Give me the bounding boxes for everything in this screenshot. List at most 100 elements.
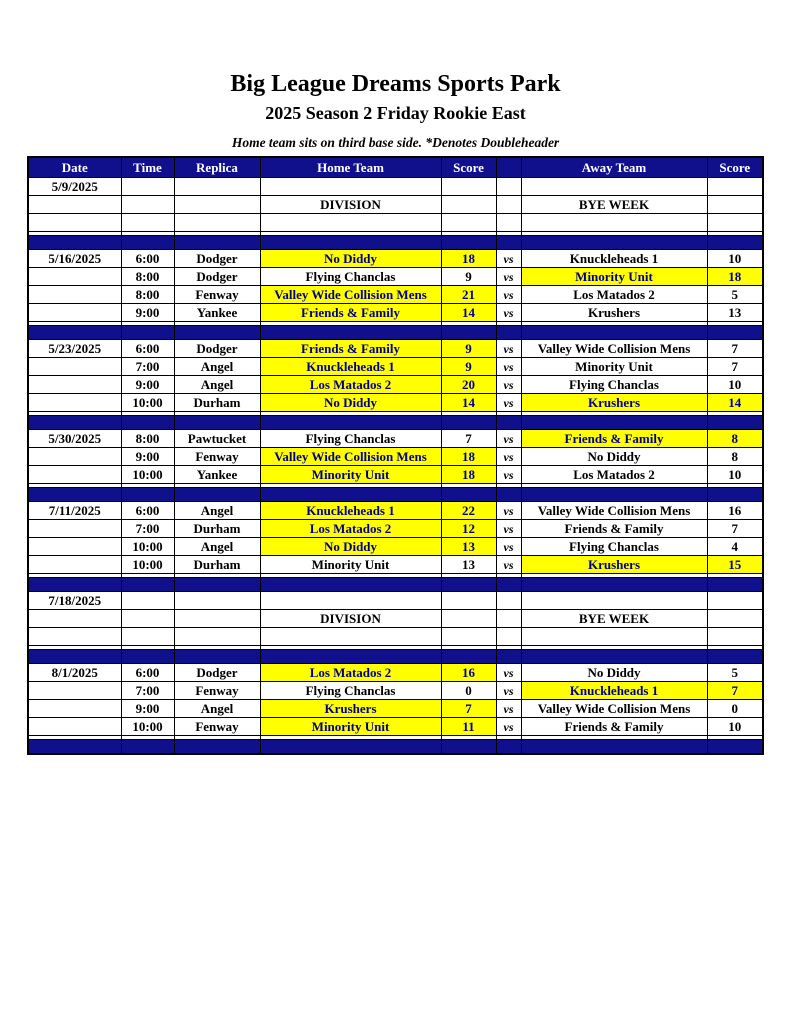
vs-label	[495, 195, 522, 214]
cell-home-score: 14	[440, 393, 497, 412]
cell-home-score: 9	[440, 357, 497, 376]
cell-time	[120, 177, 175, 196]
cell-date	[27, 555, 122, 574]
table-row: 7:00 Fenway Flying Chanclas 0 vs Knuckleheads…	[27, 681, 764, 700]
vs-label: vs	[495, 465, 522, 484]
cell-date	[27, 267, 122, 286]
cell-date	[27, 519, 122, 538]
cell-home-score	[440, 577, 497, 592]
cell-home-team: Friends & Family	[259, 339, 442, 358]
page-title: Big League Dreams Sports Park	[230, 71, 561, 97]
schedule-body: 5/9/2025 DIVISION BYE WEEK 5/16/2025 6:00 Dod…	[27, 177, 764, 755]
cell-date	[27, 649, 122, 664]
cell-away-team	[520, 487, 708, 502]
table-row: 9:00 Yankee Friends & Family 14 vs Krushers 13	[27, 303, 764, 322]
vs-label: vs	[495, 501, 522, 520]
cell-away-score: 4	[706, 537, 764, 556]
cell-home-team: Friends & Family	[259, 303, 442, 322]
vs-label	[495, 213, 522, 232]
cell-home-score: 9	[440, 339, 497, 358]
schedule-table: Date Time Replica Home Team Score Away T…	[27, 156, 764, 755]
cell-date	[27, 213, 122, 232]
cell-date	[27, 303, 122, 322]
cell-home-team: No Diddy	[259, 249, 442, 268]
table-row: 8:00 Fenway Valley Wide Collision Mens 21 vs…	[27, 285, 764, 304]
cell-time: 9:00	[120, 447, 175, 466]
cell-away-team: Valley Wide Collision Mens	[520, 699, 708, 718]
cell-home-score	[440, 487, 497, 502]
cell-date	[27, 325, 122, 340]
cell-replica	[173, 415, 261, 430]
cell-date	[27, 285, 122, 304]
vs-label: vs	[495, 285, 522, 304]
cell-away-score	[706, 213, 764, 232]
cell-away-score	[706, 627, 764, 646]
cell-away-score	[706, 195, 764, 214]
table-header-row: Date Time Replica Home Team Score Away T…	[27, 156, 764, 178]
cell-away-team: Friends & Family	[520, 519, 708, 538]
vs-label: vs	[495, 429, 522, 448]
cell-home-score	[440, 325, 497, 340]
cell-away-score	[706, 735, 764, 740]
vs-label: vs	[495, 555, 522, 574]
cell-away-score: 14	[706, 393, 764, 412]
cell-home-team: Los Matados 2	[259, 663, 442, 682]
cell-away-team: Krushers	[520, 393, 708, 412]
cell-replica: Dodger	[173, 249, 261, 268]
cell-time	[120, 415, 175, 430]
cell-home-team: DIVISION	[259, 195, 442, 214]
cell-away-score: 10	[706, 375, 764, 394]
cell-date	[27, 577, 122, 592]
cell-replica: Yankee	[173, 303, 261, 322]
cell-date	[27, 447, 122, 466]
table-row: 10:00 Durham Minority Unit 13 vs Krushers 15	[27, 555, 764, 574]
vs-label	[495, 487, 522, 502]
cell-home-score	[440, 739, 497, 755]
cell-time: 7:00	[120, 357, 175, 376]
cell-home-team: Krushers	[259, 699, 442, 718]
vs-label: vs	[495, 393, 522, 412]
vs-label: vs	[495, 717, 522, 736]
vs-label	[495, 415, 522, 430]
cell-home-team: No Diddy	[259, 393, 442, 412]
cell-away-score: 0	[706, 699, 764, 718]
cell-home-score: 11	[440, 717, 497, 736]
col-header-away-team: Away Team	[520, 156, 708, 178]
cell-time: 9:00	[120, 699, 175, 718]
cell-away-team: Knuckleheads 1	[520, 249, 708, 268]
cell-home-team	[259, 213, 442, 232]
cell-away-team	[520, 177, 708, 196]
cell-replica	[173, 195, 261, 214]
cell-time	[120, 627, 175, 646]
cell-away-score: 10	[706, 717, 764, 736]
vs-label: vs	[495, 375, 522, 394]
cell-home-score: 18	[440, 447, 497, 466]
col-header-date: Date	[27, 156, 122, 178]
table-row-sep	[27, 325, 764, 340]
table-row: 8:00 Dodger Flying Chanclas 9 vs Minority Uni…	[27, 267, 764, 286]
cell-replica	[173, 325, 261, 340]
cell-home-score: 0	[440, 681, 497, 700]
cell-replica: Angel	[173, 699, 261, 718]
cell-away-score	[706, 325, 764, 340]
table-row-spacer	[27, 735, 764, 740]
cell-time: 6:00	[120, 249, 175, 268]
cell-time	[120, 213, 175, 232]
table-row: 9:00 Fenway Valley Wide Collision Mens 18 vs…	[27, 447, 764, 466]
table-row-sep	[27, 415, 764, 430]
cell-home-team: DIVISION	[259, 609, 442, 628]
cell-time	[120, 649, 175, 664]
cell-away-score: 13	[706, 303, 764, 322]
cell-away-score	[706, 487, 764, 502]
vs-label: vs	[495, 519, 522, 538]
cell-time: 7:00	[120, 681, 175, 700]
cell-away-score	[706, 591, 764, 610]
cell-away-team	[520, 627, 708, 646]
cell-home-score: 9	[440, 267, 497, 286]
table-row: 10:00 Fenway Minority Unit 11 vs Friends & Fa…	[27, 717, 764, 736]
cell-home-score	[440, 627, 497, 646]
cell-date	[27, 415, 122, 430]
cell-away-score: 5	[706, 663, 764, 682]
cell-time: 8:00	[120, 285, 175, 304]
